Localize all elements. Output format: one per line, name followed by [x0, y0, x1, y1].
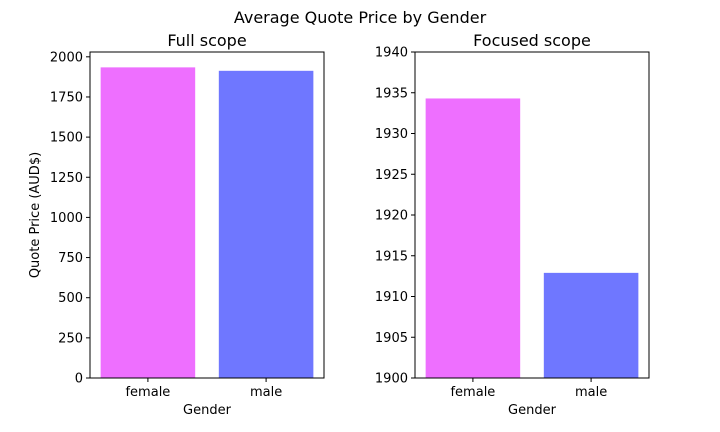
bar-female-full-scope — [100, 67, 196, 379]
y-tick-label-1930-focused-scope: 1930 — [375, 127, 408, 142]
x-axis-label-focused-scope: Gender — [508, 403, 557, 418]
x-axis-label-full-scope: Gender — [183, 403, 232, 418]
y-tick-label-1935-focused-scope: 1935 — [375, 86, 408, 101]
plot-frame-full-scope — [89, 51, 325, 379]
figure-title: Average Quote Price by Gender — [234, 8, 487, 27]
y-axis-full-scope: 0 250 500 750 1000 1250 1500 1750 2000 — [50, 50, 90, 387]
bar-male-focused-scope — [543, 272, 639, 378]
y-tick-label-1500-full-scope: 1500 — [50, 131, 83, 146]
y-tick-label-1940-focused-scope: 1940 — [375, 46, 408, 61]
plot-frame-focused-scope — [414, 51, 650, 379]
x-tick-label-male-focused-scope: male — [575, 385, 607, 400]
y-axis-label-full-scope: Quote Price (AUD$) — [28, 152, 43, 278]
bars-focused-scope — [425, 98, 639, 379]
bars-full-scope — [100, 67, 314, 379]
y-tick-label-0-full-scope: 0 — [75, 372, 83, 387]
chart-title-full-scope: Full scope — [167, 31, 246, 50]
y-tick-label-2000-full-scope: 2000 — [50, 50, 83, 65]
y-tick-label-1250-full-scope: 1250 — [50, 171, 83, 186]
bar-female-focused-scope — [425, 98, 521, 379]
y-tick-label-250-full-scope: 250 — [58, 331, 83, 346]
y-tick-label-750-full-scope: 750 — [58, 251, 83, 266]
x-tick-label-female-focused-scope: female — [450, 385, 495, 400]
y-tick-label-500-full-scope: 500 — [58, 291, 83, 306]
x-axis-focused-scope: female male — [450, 378, 607, 400]
y-tick-label-1920-focused-scope: 1920 — [375, 209, 408, 224]
x-axis-full-scope: female male — [125, 378, 282, 400]
x-tick-label-male-full-scope: male — [250, 385, 282, 400]
bar-male-full-scope — [218, 70, 314, 378]
y-tick-label-1900-focused-scope: 1900 — [375, 372, 408, 387]
x-tick-label-female-full-scope: female — [125, 385, 170, 400]
y-tick-label-1910-focused-scope: 1910 — [375, 290, 408, 305]
y-tick-label-1750-full-scope: 1750 — [50, 90, 83, 105]
y-tick-label-1925-focused-scope: 1925 — [375, 168, 408, 183]
y-tick-label-1915-focused-scope: 1915 — [375, 249, 408, 264]
y-tick-label-1000-full-scope: 1000 — [50, 211, 83, 226]
chart-focused-scope: Focused scope 19001905191019151920192519… — [375, 31, 650, 418]
y-tick-label-1905-focused-scope: 1905 — [375, 331, 408, 346]
y-axis-focused-scope: 1900 1905 1910 1915 1920 1925 1930 1935 1940 — [375, 46, 415, 387]
chart-full-scope: Full scope 0 250 500 750 1000 1250 1500 1750 200… — [28, 31, 325, 418]
chart-title-focused-scope: Focused scope — [473, 31, 591, 50]
